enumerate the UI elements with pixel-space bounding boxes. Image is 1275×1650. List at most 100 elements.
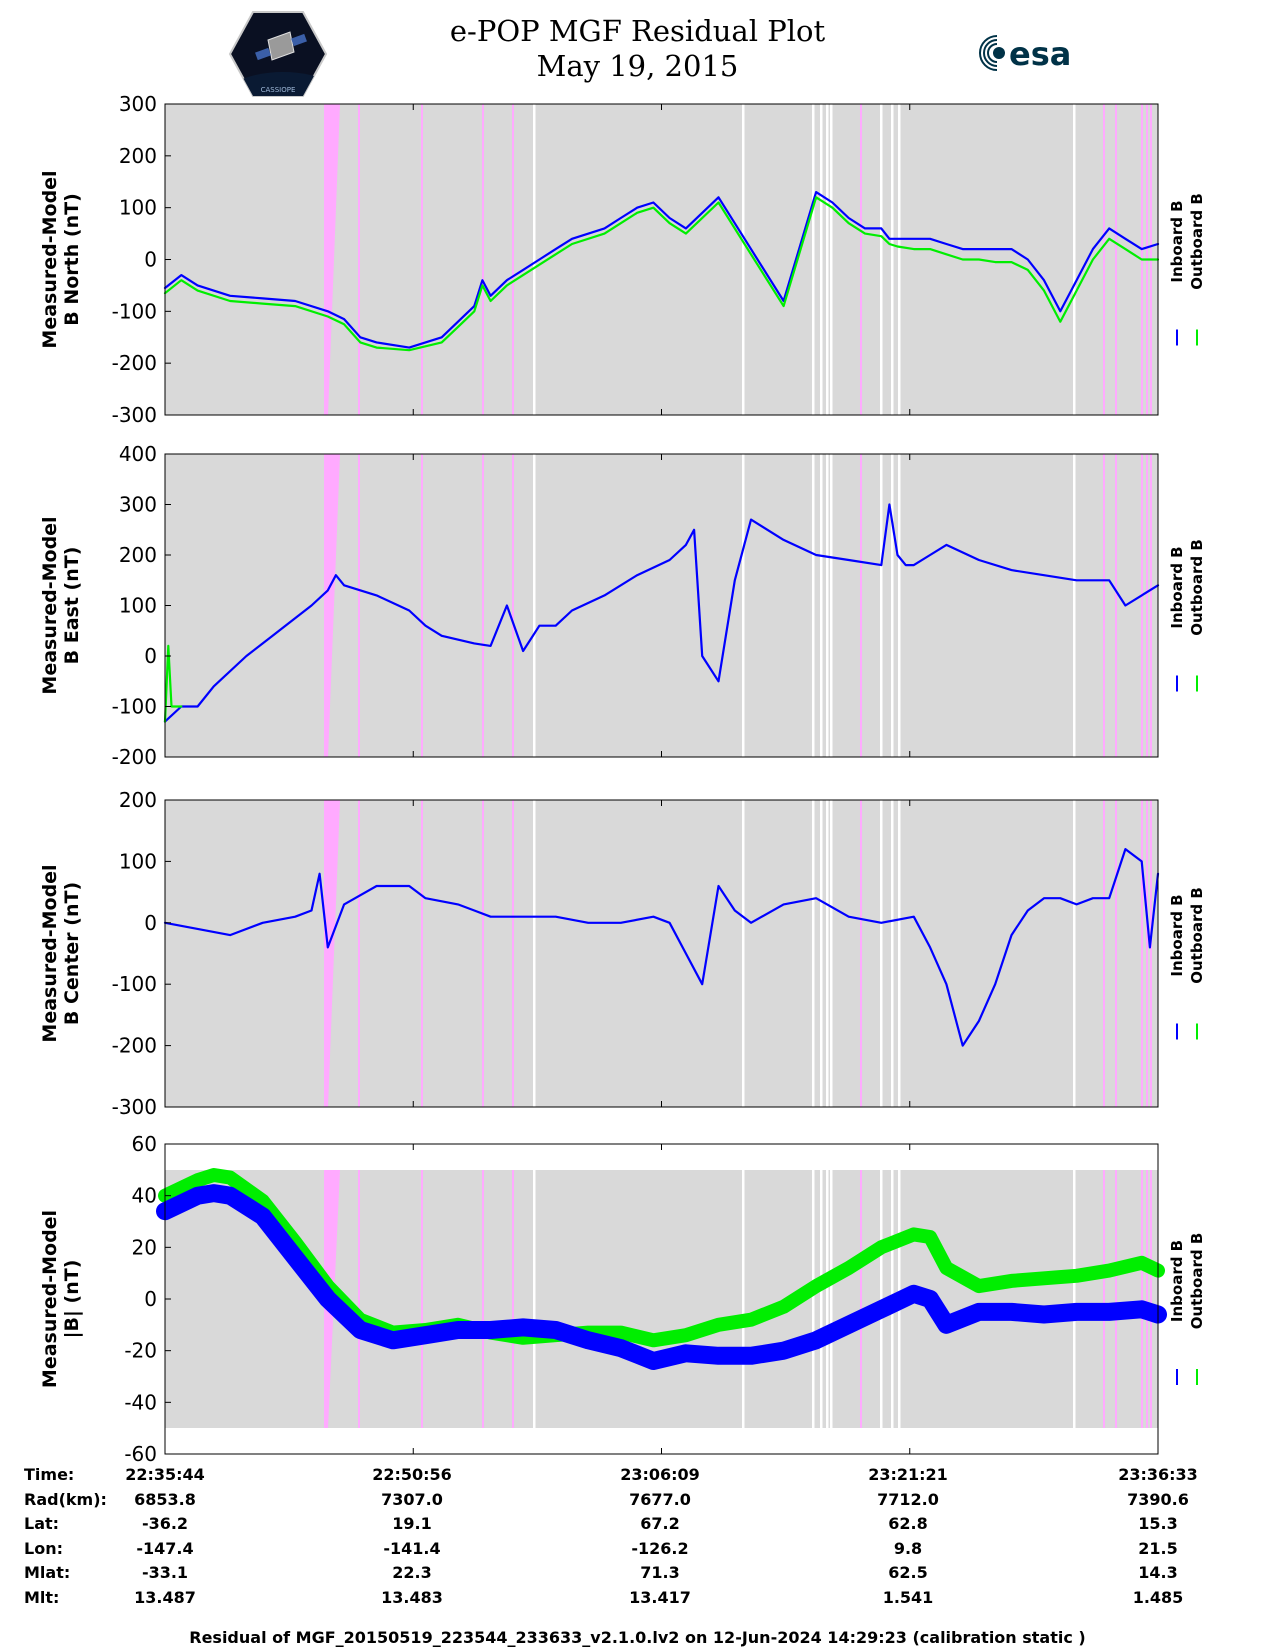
y-tick-label: 200 bbox=[119, 144, 157, 168]
panel-3: 200 100 0 -100 -200 -300 Measured-Model B Cente… bbox=[39, 788, 1206, 1119]
flag-stripe bbox=[1115, 454, 1117, 757]
gap-stripe bbox=[891, 104, 894, 415]
legend-inboard-label: Inboard B bbox=[1168, 200, 1186, 282]
orbit-info-table: Time: 22:35:44 22:50:56 23:06:09 23:21:21 23:… bbox=[0, 1465, 1275, 1615]
flag-stripe bbox=[1103, 800, 1105, 1107]
flag-stripe bbox=[1115, 1170, 1117, 1428]
flag-stripe bbox=[1141, 1170, 1143, 1428]
flag-stripe bbox=[1146, 454, 1148, 757]
cassiope-logo: CASSIOPE bbox=[228, 11, 328, 97]
gap-stripe bbox=[898, 104, 901, 415]
orbit-cell: 13.417 bbox=[629, 1587, 691, 1607]
series-inboard-b bbox=[163, 191, 1160, 349]
cassiope-logo-text: CASSIOPE bbox=[261, 86, 296, 94]
orbit-cell: 62.5 bbox=[888, 1563, 928, 1582]
y-axis-label: Measured-Model bbox=[39, 1210, 61, 1388]
gap-stripe bbox=[826, 1170, 829, 1428]
y-tick-label: 60 bbox=[132, 1132, 157, 1156]
orbit-cell: 22:50:56 bbox=[372, 1465, 452, 1484]
y-tick-label: -40 bbox=[124, 1390, 157, 1414]
orbit-cell: -36.2 bbox=[141, 1514, 189, 1533]
y-tick-label: -100 bbox=[112, 695, 157, 719]
flag-stripe bbox=[860, 454, 862, 757]
gap-stripe bbox=[880, 800, 883, 1107]
flag-stripe bbox=[860, 1170, 862, 1428]
gap-stripe bbox=[891, 800, 894, 1107]
gap-stripe bbox=[826, 800, 829, 1107]
y-axis-label: Measured-Model bbox=[39, 516, 61, 694]
gap-stripe bbox=[1073, 1170, 1076, 1428]
flag-stripe bbox=[358, 104, 360, 415]
orbit-cell: 13.487 bbox=[134, 1587, 196, 1607]
y-tick-label: 0 bbox=[144, 248, 157, 272]
y-tick-label: -100 bbox=[112, 299, 157, 323]
legend-inboard-label: Inboard B bbox=[1168, 546, 1186, 628]
orbit-cell: 23:06:09 bbox=[620, 1465, 700, 1484]
gap-stripe bbox=[826, 454, 829, 757]
orbit-cell: 71.3 bbox=[640, 1563, 680, 1582]
orbit-cell: 9.8 bbox=[893, 1538, 923, 1558]
gap-stripe bbox=[533, 800, 536, 1107]
y-tick-label: -300 bbox=[112, 1095, 157, 1119]
y-tick-label: -200 bbox=[112, 745, 157, 769]
y-tick-label: 400 bbox=[119, 442, 157, 466]
flag-stripe bbox=[1103, 104, 1105, 415]
orbit-cell: 14.3 bbox=[1138, 1563, 1178, 1582]
flag-stripe bbox=[512, 104, 514, 415]
orbit-row-label: Rad(km): bbox=[24, 1489, 107, 1509]
y-tick-label: -20 bbox=[124, 1339, 157, 1363]
series-inboard-b bbox=[163, 848, 1160, 1047]
gap-stripe bbox=[830, 1170, 833, 1428]
flag-stripe bbox=[1115, 800, 1117, 1107]
orbit-cell: 7390.6 bbox=[1127, 1489, 1189, 1509]
gap-stripe bbox=[820, 1170, 823, 1428]
flag-stripe bbox=[421, 104, 423, 415]
y-axis-label: B North (nT) bbox=[61, 193, 83, 326]
orbit-cell: 7307.0 bbox=[381, 1489, 443, 1509]
gap-stripe bbox=[533, 1170, 536, 1428]
gap-stripe bbox=[880, 454, 883, 757]
legend-inboard-label: Inboard B bbox=[1168, 1240, 1186, 1322]
series-outboard-b bbox=[163, 196, 1160, 352]
gap-stripe bbox=[820, 454, 823, 757]
flag-stripe bbox=[482, 800, 484, 1107]
orbit-cell: 13.483 bbox=[381, 1587, 443, 1607]
gap-stripe bbox=[812, 1170, 815, 1428]
flag-stripe bbox=[860, 800, 862, 1107]
y-tick-label: -200 bbox=[112, 1034, 157, 1058]
orbit-cell: -141.4 bbox=[383, 1538, 441, 1558]
y-axis-label: Measured-Model bbox=[39, 170, 61, 348]
y-tick-label: 0 bbox=[144, 911, 157, 935]
flag-stripe bbox=[421, 800, 423, 1107]
panel-4: 60 40 20 0 -20 -40 -60 Measured-Model |B| (nT) In… bbox=[39, 1132, 1206, 1466]
gap-stripe bbox=[898, 454, 901, 757]
orbit-cell: -126.2 bbox=[631, 1538, 689, 1558]
gap-stripe bbox=[820, 800, 823, 1107]
orbit-cell: 62.8 bbox=[888, 1514, 928, 1533]
flag-stripe bbox=[1146, 1170, 1148, 1428]
series-inboard-b bbox=[156, 1184, 1167, 1370]
gap-stripe bbox=[1073, 454, 1076, 757]
y-tick-label: 20 bbox=[132, 1235, 157, 1259]
y-tick-label: 200 bbox=[119, 788, 157, 812]
y-tick-label: 100 bbox=[119, 849, 157, 873]
plot-title: e-POP MGF Residual Plot May 19, 2015 bbox=[0, 14, 1275, 84]
gap-stripe bbox=[533, 104, 536, 415]
flag-stripe bbox=[1150, 1170, 1152, 1428]
legend-outboard-label: Outboard B bbox=[1188, 887, 1206, 984]
gap-stripe bbox=[812, 800, 815, 1107]
flag-stripe bbox=[1103, 1170, 1105, 1428]
series-inboard-b bbox=[163, 503, 1160, 723]
y-axis-label: B East (nT) bbox=[61, 547, 83, 665]
orbit-cell: 22.3 bbox=[392, 1563, 432, 1582]
panel-1: 300 200 100 0 -100 -200 -300 Measured-Model B No… bbox=[39, 92, 1206, 427]
esa-logo: esa bbox=[979, 35, 1071, 73]
flag-stripe bbox=[1141, 454, 1143, 757]
orbit-cell: 6853.8 bbox=[134, 1489, 196, 1509]
gap-stripe bbox=[830, 454, 833, 757]
orbit-cell: 19.1 bbox=[392, 1514, 432, 1533]
orbit-cell: -33.1 bbox=[141, 1563, 189, 1582]
gap-stripe bbox=[891, 454, 894, 757]
flag-stripe bbox=[1141, 800, 1143, 1107]
